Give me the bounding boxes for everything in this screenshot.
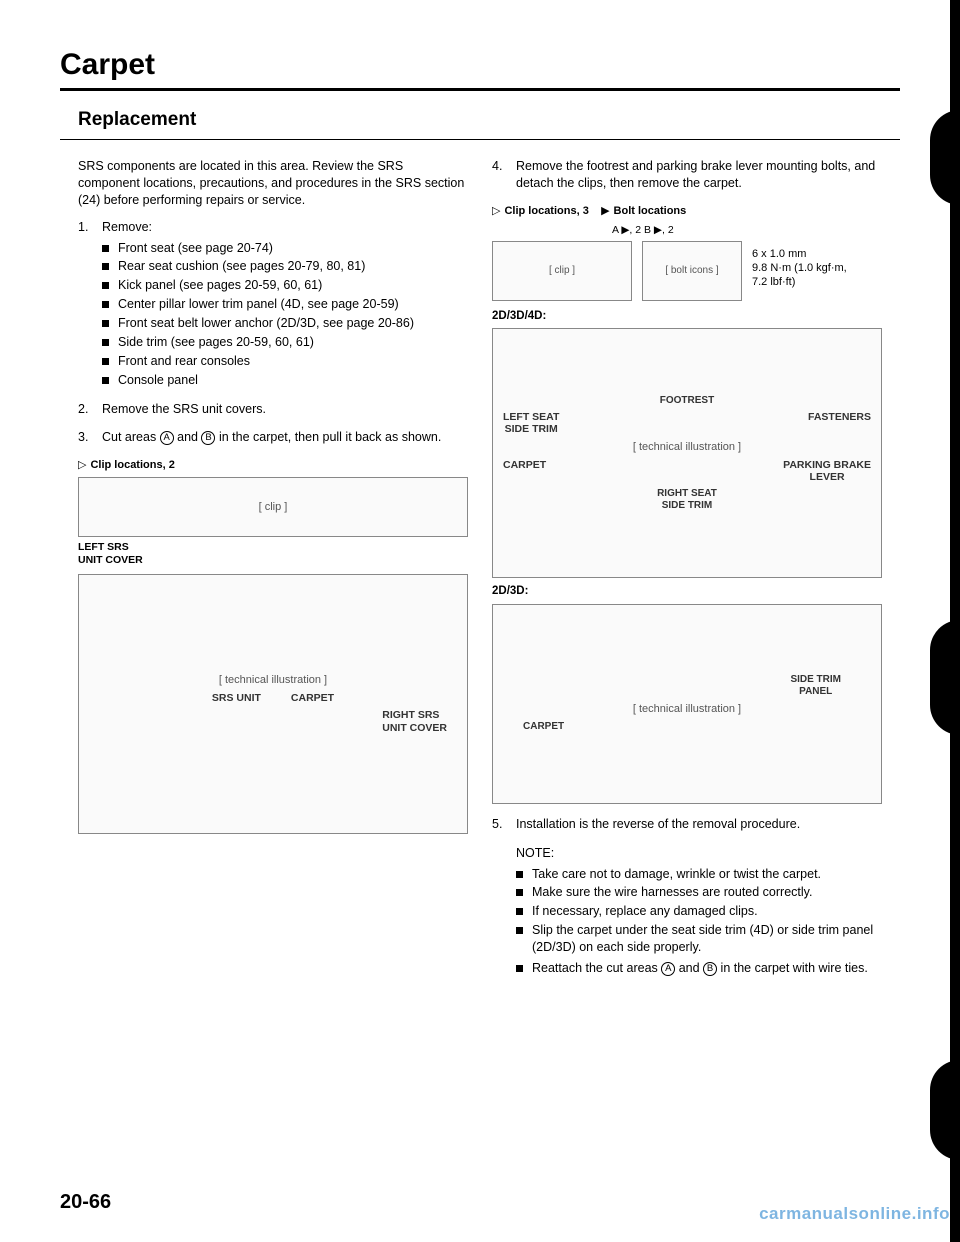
figure-clip-left: [ clip ] [78,477,468,537]
step-1-label: Remove: [102,220,152,234]
marker-b: B [703,962,717,976]
step-2: Remove the SRS unit covers. [78,401,468,418]
figure-label: FASTENERS [808,411,871,436]
figure-label: LEFT SEATSIDE TRIM [503,411,559,436]
binder-tab [930,110,960,205]
figure-bolt-icons: [ bolt icons ] [642,241,742,301]
bullet-item: Console panel [102,372,468,389]
marker-b: B [201,431,215,445]
bullet-item: Kick panel (see pages 20-59, 60, 61) [102,277,468,294]
bullet-item: Rear seat cushion (see pages 20-79, 80, … [102,258,468,275]
clip-caption: Clip locations, 2 [78,458,468,473]
figure-label: CARPET [291,692,334,705]
marker-a: A [160,431,174,445]
intro-paragraph: SRS components are located in this area.… [78,158,468,209]
figure-label: CARPET [523,721,564,733]
figure-label: SIDE TRIMPANEL [790,674,841,698]
torque-spec: 6 x 1.0 mm 9.8 N·m (1.0 kgf·m, 7.2 lbf·f… [752,241,847,290]
divider [60,139,900,140]
step3-text: in the carpet, then pull it back as show… [215,430,441,444]
note-text: in the carpet with wire ties. [717,961,868,975]
step-4: Remove the footrest and parking brake le… [492,158,882,192]
note-item: Take care not to damage, wrinkle or twis… [516,866,882,883]
figure-srs-unit: [ technical illustration ] SRS UNIT CARP… [78,574,468,834]
bullet-item: Center pillar lower trim panel (4D, see … [102,296,468,313]
right-column: Remove the footrest and parking brake le… [492,158,882,979]
binder-tab [930,1060,960,1160]
note-item: Reattach the cut areas A and B in the ca… [516,960,882,977]
figure-label: PARKING BRAKELEVER [783,459,871,484]
note-item: Slip the carpet under the seat side trim… [516,922,882,956]
model-label: 2D/3D: [492,584,882,600]
model-label: 2D/3D/4D: [492,309,882,325]
figure-label: RIGHT SRS [382,709,439,721]
step3-text: Cut areas [102,430,160,444]
bullet-item: Front and rear consoles [102,353,468,370]
page-title: Carpet [60,48,900,82]
divider [60,88,900,91]
note-label: NOTE: [516,845,882,862]
step-1: Remove: Front seat (see page 20-74)Rear … [78,219,468,389]
note-item: If necessary, replace any damaged clips. [516,903,882,920]
watermark: carmanualsonline.info [759,1204,950,1224]
bullet-item: Front seat (see page 20-74) [102,240,468,257]
figure-label: CARPET [503,459,546,484]
left-column: SRS components are located in this area.… [78,158,468,979]
figure-clip-right: [ clip ] [492,241,632,301]
note-item: Make sure the wire harnesses are routed … [516,884,882,901]
page-number: 20-66 [60,1191,111,1214]
figure-label: UNIT COVER [382,722,447,734]
note-text: and [675,961,703,975]
step3-text: and [174,430,202,444]
bullet-item: Front seat belt lower anchor (2D/3D, see… [102,315,468,332]
bullet-item: Side trim (see pages 20-59, 60, 61) [102,334,468,351]
figure-label: RIGHT SEATSIDE TRIM [657,488,717,512]
figure-label: FOOTREST [660,395,714,407]
step-3: Cut areas A and B in the carpet, then pu… [78,429,468,446]
clip-bolt-caption: Clip locations, 3 Bolt locations [492,204,882,219]
binder-tab [930,620,960,735]
section-subtitle: Replacement [78,109,882,131]
figure-label: LEFT SRSUNIT COVER [78,541,468,566]
figure-carpet-2d3d: SIDE TRIMPANEL [ technical illustration … [492,604,882,804]
figure-label: SRS UNIT [212,692,261,705]
marker-a: A [661,962,675,976]
step-5: Installation is the reverse of the remov… [492,816,882,833]
note-text: Reattach the cut areas [532,961,661,975]
bolt-subcaption: A ▶, 2 B ▶, 2 [612,223,882,237]
figure-carpet-main: FOOTREST LEFT SEATSIDE TRIM FASTENERS [ … [492,328,882,578]
